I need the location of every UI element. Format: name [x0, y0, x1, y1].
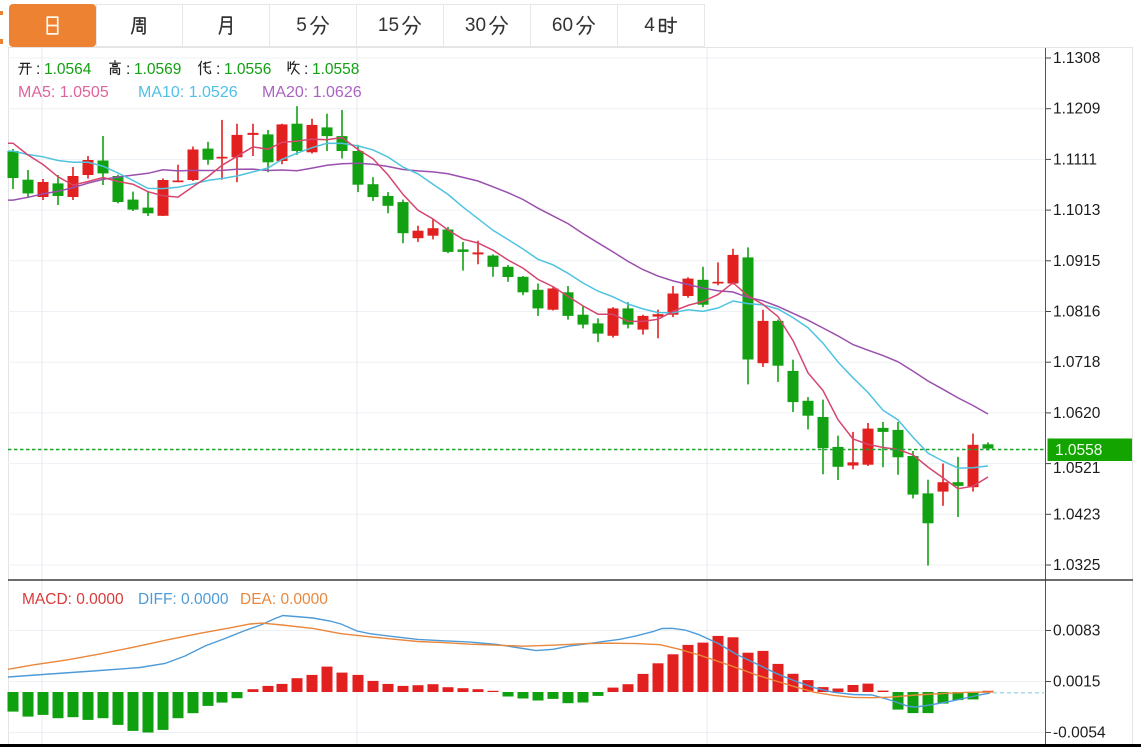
svg-text:1.0718: 1.0718: [1053, 354, 1100, 371]
svg-text::: :: [304, 61, 308, 78]
svg-text:0.0015: 0.0015: [1053, 674, 1100, 691]
svg-text:1.0558: 1.0558: [312, 61, 359, 78]
svg-text:1.0569: 1.0569: [134, 61, 181, 78]
svg-text::: :: [126, 61, 130, 78]
svg-text:1.0423: 1.0423: [1053, 506, 1100, 523]
svg-text::: :: [36, 61, 40, 78]
svg-text:1.0915: 1.0915: [1053, 253, 1100, 270]
svg-text:DEA: 0.0000: DEA: 0.0000: [240, 591, 328, 608]
svg-text:1.1111: 1.1111: [1053, 151, 1097, 168]
svg-text:-0.0054: -0.0054: [1053, 725, 1106, 742]
svg-text:1.0564: 1.0564: [44, 61, 92, 78]
svg-text:1.0620: 1.0620: [1053, 405, 1101, 422]
svg-text:1.1209: 1.1209: [1053, 101, 1100, 118]
svg-text:0.0083: 0.0083: [1053, 623, 1100, 640]
svg-text:1.0521: 1.0521: [1053, 460, 1100, 477]
svg-text:MACD: 0.0000: MACD: 0.0000: [22, 591, 124, 608]
svg-text:1.1308: 1.1308: [1053, 50, 1100, 67]
svg-text:1.0556: 1.0556: [224, 61, 271, 78]
svg-text:1.0558: 1.0558: [1055, 442, 1102, 459]
svg-text:MA10: 1.0526: MA10: 1.0526: [138, 84, 238, 101]
svg-text:1.1013: 1.1013: [1053, 202, 1100, 219]
svg-text:MA20: 1.0626: MA20: 1.0626: [262, 84, 362, 101]
svg-text:1.0816: 1.0816: [1053, 304, 1100, 321]
svg-text:DIFF: 0.0000: DIFF: 0.0000: [138, 591, 229, 608]
svg-text:MA5: 1.0505: MA5: 1.0505: [18, 84, 109, 101]
svg-text::: :: [216, 61, 220, 78]
svg-text:1.0325: 1.0325: [1053, 557, 1100, 574]
